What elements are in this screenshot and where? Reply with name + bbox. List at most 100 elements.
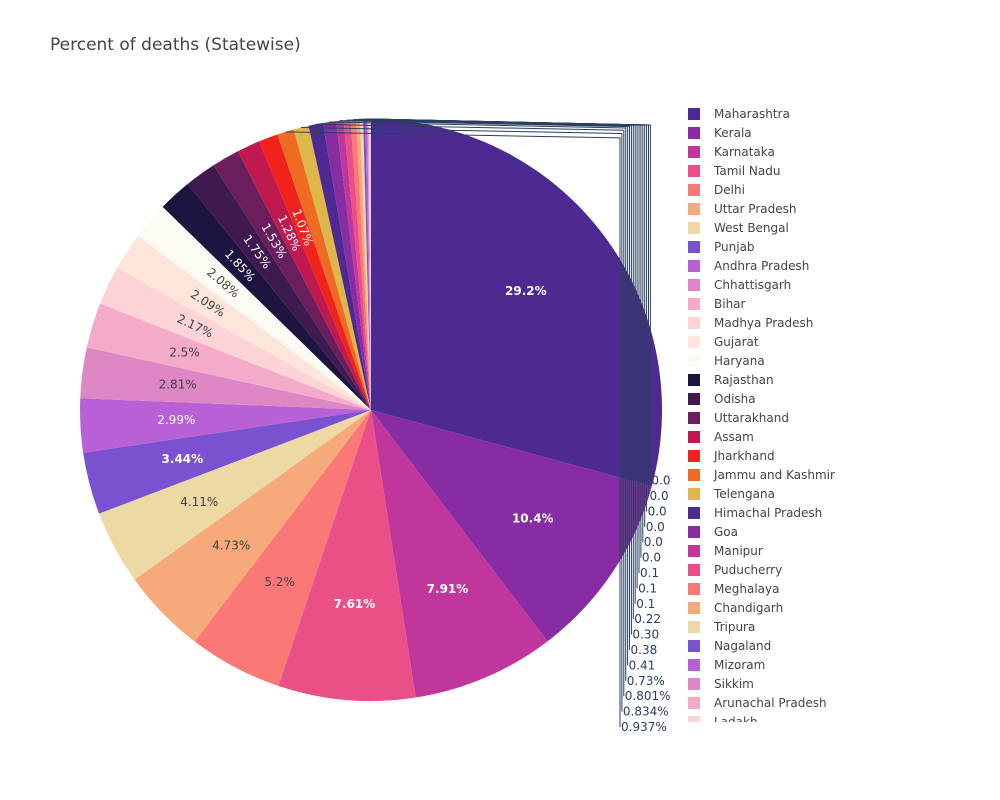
pie-slice[interactable] [322, 121, 371, 411]
legend-item[interactable]: Madhya Pradesh [688, 316, 813, 330]
legend-label: Ladakh [714, 715, 758, 729]
legend-item[interactable]: Tamil Nadu [688, 164, 780, 178]
legend-item[interactable]: Gujarat [688, 335, 759, 349]
pie-slice[interactable] [213, 151, 371, 410]
legend-item[interactable]: Kerala [688, 126, 752, 140]
pie-slice[interactable] [371, 410, 652, 642]
slice-label: 0.30 [632, 628, 659, 642]
legend-swatch [688, 431, 700, 443]
legend-item[interactable]: Goa [688, 525, 738, 539]
pie-slice[interactable] [117, 235, 371, 410]
legend-label: Manipur [714, 544, 763, 558]
pie-slice[interactable] [369, 119, 371, 410]
slice-label: 0.1 [638, 581, 657, 595]
legend-swatch [688, 469, 700, 481]
legend-swatch [688, 374, 700, 386]
legend-item[interactable]: Karnataka [688, 145, 775, 159]
pie-slice[interactable] [237, 141, 371, 410]
pie-slice[interactable] [162, 184, 371, 410]
legend-swatch [688, 108, 700, 120]
slice-label: 5.2% [264, 575, 295, 589]
legend-item[interactable]: Meghalaya [688, 582, 779, 596]
pie-slice[interactable] [194, 410, 371, 686]
legend-label: Delhi [714, 183, 745, 197]
pie-slice[interactable] [278, 410, 416, 701]
legend-swatch [688, 412, 700, 424]
legend-item[interactable]: Himachal Pradesh [688, 506, 822, 520]
slice-label: 0.22 [634, 612, 661, 626]
legend-item[interactable]: Maharashtra [688, 107, 790, 121]
legend-label: Gujarat [714, 335, 759, 349]
pie-slice[interactable] [369, 119, 371, 410]
pie-slice[interactable] [187, 165, 371, 410]
pie-slice[interactable] [80, 347, 372, 410]
legend-item[interactable]: Tripura [688, 620, 755, 634]
leader-line [315, 123, 625, 697]
legend-label: Maharashtra [714, 107, 790, 121]
pie-slice[interactable] [86, 303, 372, 410]
legend-item[interactable]: Jammu and Kashmir [688, 468, 835, 482]
legend-label: Himachal Pradesh [714, 506, 822, 520]
legend-item[interactable]: Haryana [688, 354, 765, 368]
slice-label: 0.937% [621, 720, 667, 734]
pie-slice[interactable] [371, 119, 662, 487]
pie-slice[interactable] [343, 119, 371, 410]
legend-item[interactable]: Jharkhand [688, 449, 775, 463]
legend-label: Punjab [714, 240, 755, 254]
legend-item[interactable]: Mizoram [688, 658, 765, 672]
legend-swatch [688, 697, 700, 709]
legend-label: Telengana [713, 487, 775, 501]
legend-item[interactable]: Nagaland [688, 639, 771, 653]
legend-item[interactable]: West Bengal [688, 221, 789, 235]
pie-slice[interactable] [134, 410, 371, 642]
legend-item[interactable]: Ladakh [688, 715, 758, 729]
legend-swatch [688, 165, 700, 177]
legend-swatch [688, 621, 700, 633]
legend-item[interactable]: Uttarakhand [688, 411, 789, 425]
pie-slice[interactable] [356, 119, 371, 411]
legend-item[interactable]: Puducherry [688, 563, 782, 577]
legend-swatch [688, 146, 700, 158]
pie-slice[interactable] [367, 119, 371, 410]
pie-slice[interactable] [308, 122, 371, 411]
legend-item[interactable]: Chandigarh [688, 601, 783, 615]
pie-slice[interactable] [277, 129, 371, 411]
legend-item[interactable]: Chhattisgarh [688, 278, 791, 292]
pie-slice[interactable] [259, 134, 371, 410]
legend-item[interactable]: Sikkim [688, 677, 754, 691]
pie-slice[interactable] [83, 410, 372, 514]
legend-item[interactable]: Uttar Pradesh [688, 202, 796, 216]
slice-label: 0.0 [651, 474, 670, 488]
pie-slice[interactable] [370, 119, 371, 410]
legend-item[interactable]: Odisha [688, 392, 756, 406]
legend-item[interactable]: Bihar [688, 297, 746, 311]
pie-slice[interactable] [363, 119, 371, 411]
legend-item[interactable]: Delhi [688, 183, 745, 197]
legend-swatch [688, 716, 700, 722]
legend-label: Goa [714, 525, 738, 539]
slice-label: 0.38 [631, 643, 658, 657]
slice-label: 2.99% [157, 413, 195, 427]
pie-slice[interactable] [99, 410, 371, 580]
pie-slice[interactable] [336, 120, 371, 411]
pie-slice[interactable] [100, 267, 371, 410]
pie-slice[interactable] [365, 119, 371, 411]
legend-label: Chhattisgarh [714, 278, 791, 292]
pie-slice[interactable] [79, 398, 371, 453]
pie-slice[interactable] [360, 119, 371, 410]
legend-item[interactable]: Arunachal Pradesh [688, 696, 827, 710]
legend-item[interactable]: Assam [688, 430, 754, 444]
legend-item[interactable]: Manipur [688, 544, 763, 558]
legend-item[interactable]: Telengana [688, 487, 775, 501]
pie-slice[interactable] [350, 119, 371, 411]
pie-slice[interactable] [371, 410, 548, 698]
legend-item[interactable]: Rajasthan [688, 373, 774, 387]
pie-slice[interactable] [293, 125, 371, 411]
legend-label: Jammu and Kashmir [713, 468, 835, 482]
legend-swatch [688, 184, 700, 196]
pie-slice[interactable] [368, 119, 371, 411]
legend-label: Odisha [714, 392, 756, 406]
legend-item[interactable]: Andhra Pradesh [688, 259, 809, 273]
pie-slice[interactable] [137, 206, 371, 410]
legend-item[interactable]: Punjab [688, 240, 755, 254]
